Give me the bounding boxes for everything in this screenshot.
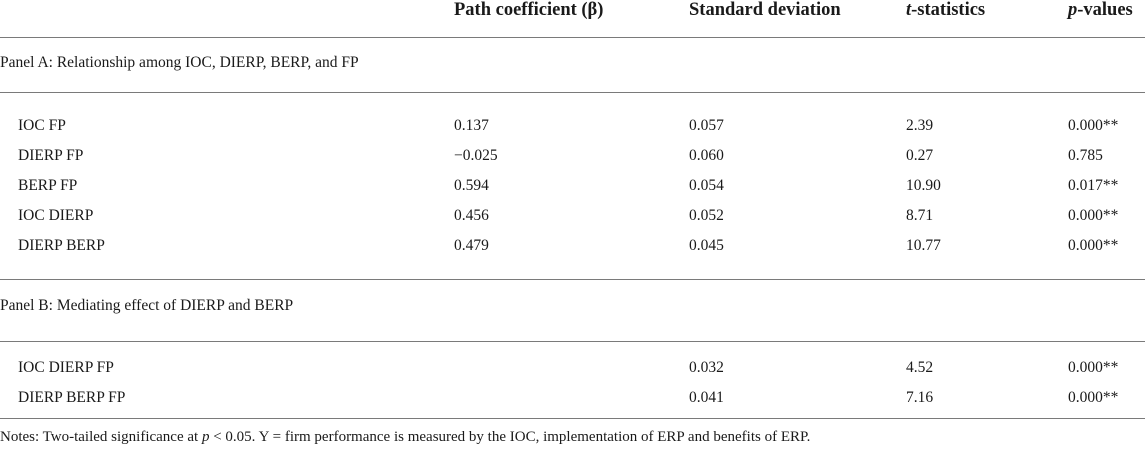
t-cell: 0.27 bbox=[906, 147, 934, 164]
notes-suffix: < 0.05. Y = firm performance is measured… bbox=[209, 429, 811, 445]
panel-b-title: Panel B: Mediating effect of DIERP and B… bbox=[0, 297, 294, 314]
t-cell: 2.39 bbox=[906, 117, 934, 134]
notes-prefix: Notes: Two-tailed significance at bbox=[0, 429, 202, 445]
path-cell: DIERP BERP bbox=[18, 237, 105, 254]
sd-cell: 0.032 bbox=[689, 359, 724, 376]
table-notes: Notes: Two-tailed significance at p < 0.… bbox=[0, 429, 810, 446]
table-bottom-rule bbox=[0, 418, 1145, 419]
path-cell: IOC DIERP bbox=[18, 207, 94, 224]
t-cell: 10.77 bbox=[906, 237, 941, 254]
column-header-label: Path coefficient (β) bbox=[454, 0, 604, 20]
path-cell: IOC DIERP FP bbox=[18, 359, 114, 376]
sd-cell: 0.054 bbox=[689, 177, 724, 194]
table-row: DIERP BERP 0.479 0.045 10.77 0.000** bbox=[0, 237, 1145, 257]
beta-cell: 0.479 bbox=[454, 237, 489, 254]
panel-a-title: Panel A: Relationship among IOC, DIERP, … bbox=[0, 54, 359, 71]
p-cell: 0.000** bbox=[1068, 117, 1119, 134]
column-header-label: -values bbox=[1077, 0, 1133, 20]
column-header-label: -statistics bbox=[911, 0, 986, 20]
table-row: IOC DIERP FP 0.032 4.52 0.000** bbox=[0, 359, 1145, 379]
column-header-t-statistics: t-statistics bbox=[906, 0, 985, 21]
notes-italic: p bbox=[201, 429, 210, 445]
t-cell: 8.71 bbox=[906, 207, 934, 224]
column-header-path-coefficient: Path coefficient (β) bbox=[454, 0, 603, 21]
t-cell: 7.16 bbox=[906, 389, 934, 406]
sd-cell: 0.057 bbox=[689, 117, 724, 134]
column-header-standard-deviation: Standard deviation bbox=[689, 0, 841, 21]
sd-cell: 0.052 bbox=[689, 207, 724, 224]
table-row: IOC DIERP 0.456 0.052 8.71 0.000** bbox=[0, 207, 1145, 227]
path-cell: IOC FP bbox=[18, 117, 66, 134]
p-cell: 0.000** bbox=[1068, 359, 1119, 376]
panel-a-bottom-rule bbox=[0, 279, 1145, 280]
panel-b-rule bbox=[0, 341, 1145, 342]
t-cell: 10.90 bbox=[906, 177, 941, 194]
p-cell: 0.000** bbox=[1068, 237, 1119, 254]
path-cell: BERP FP bbox=[18, 177, 78, 194]
table-row: BERP FP 0.594 0.054 10.90 0.017** bbox=[0, 177, 1145, 197]
column-header-p-values: p-values bbox=[1068, 0, 1133, 21]
path-cell: DIERP FP bbox=[18, 147, 84, 164]
t-cell: 4.52 bbox=[906, 359, 934, 376]
sd-cell: 0.041 bbox=[689, 389, 724, 406]
table-row: DIERP BERP FP 0.041 7.16 0.000** bbox=[0, 389, 1145, 409]
p-cell: 0.785 bbox=[1068, 147, 1103, 164]
header-rule bbox=[0, 37, 1145, 38]
sd-cell: 0.060 bbox=[689, 147, 724, 164]
beta-cell: 0.137 bbox=[454, 117, 489, 134]
p-cell: 0.000** bbox=[1068, 207, 1119, 224]
beta-cell: 0.456 bbox=[454, 207, 489, 224]
column-header-label: Standard deviation bbox=[689, 0, 841, 20]
table-row: IOC FP 0.137 0.057 2.39 0.000** bbox=[0, 117, 1145, 137]
column-header-italic: p bbox=[1068, 0, 1078, 20]
p-cell: 0.017** bbox=[1068, 177, 1119, 194]
sd-cell: 0.045 bbox=[689, 237, 724, 254]
column-header-italic: t bbox=[906, 0, 912, 20]
table-row: DIERP FP −0.025 0.060 0.27 0.785 bbox=[0, 147, 1145, 167]
beta-cell: 0.594 bbox=[454, 177, 489, 194]
p-cell: 0.000** bbox=[1068, 389, 1119, 406]
beta-cell: −0.025 bbox=[454, 147, 498, 164]
panel-a-rule bbox=[0, 92, 1145, 93]
path-cell: DIERP BERP FP bbox=[18, 389, 126, 406]
